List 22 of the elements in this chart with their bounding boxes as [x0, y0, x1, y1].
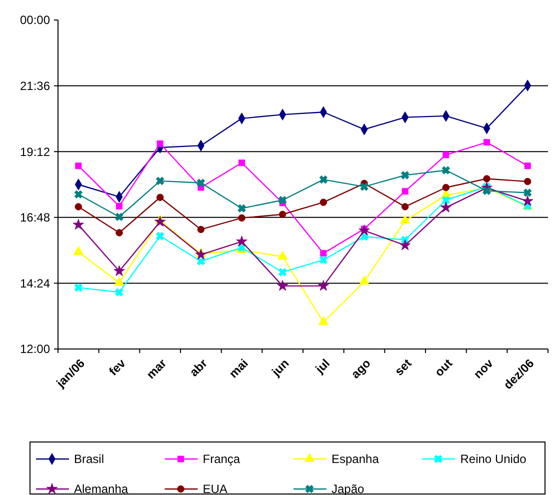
x-tick-label: jul [312, 356, 333, 377]
y-tick-label: 00:00 [20, 13, 50, 28]
legend-label: Alemanha [74, 482, 128, 495]
y-tick-label: 16:48 [20, 210, 50, 225]
x-tick-label: nov [470, 356, 496, 382]
x-tick-label: fev [106, 356, 129, 378]
x-tick-label: set [392, 356, 414, 378]
y-tick-label: 14:24 [20, 276, 50, 290]
legend-label: Espanha [332, 452, 380, 466]
x-tick-label: ago [348, 356, 374, 382]
x-tick-label: jun [268, 356, 292, 380]
x-tick-label: out [432, 356, 456, 380]
legend-label: Brasil [74, 452, 104, 466]
legend-label: França [202, 452, 240, 466]
y-tick-label: 19:12 [20, 144, 50, 159]
legend-label: EUA [202, 482, 228, 495]
y-tick-label: 21:36 [20, 79, 50, 93]
y-tick-label: 12:00 [20, 342, 50, 356]
legend-label: Reino Unido [460, 452, 527, 466]
x-tick-label: mai [226, 356, 251, 381]
x-tick-label: abr [186, 356, 210, 380]
x-tick-label: mar [144, 356, 170, 382]
